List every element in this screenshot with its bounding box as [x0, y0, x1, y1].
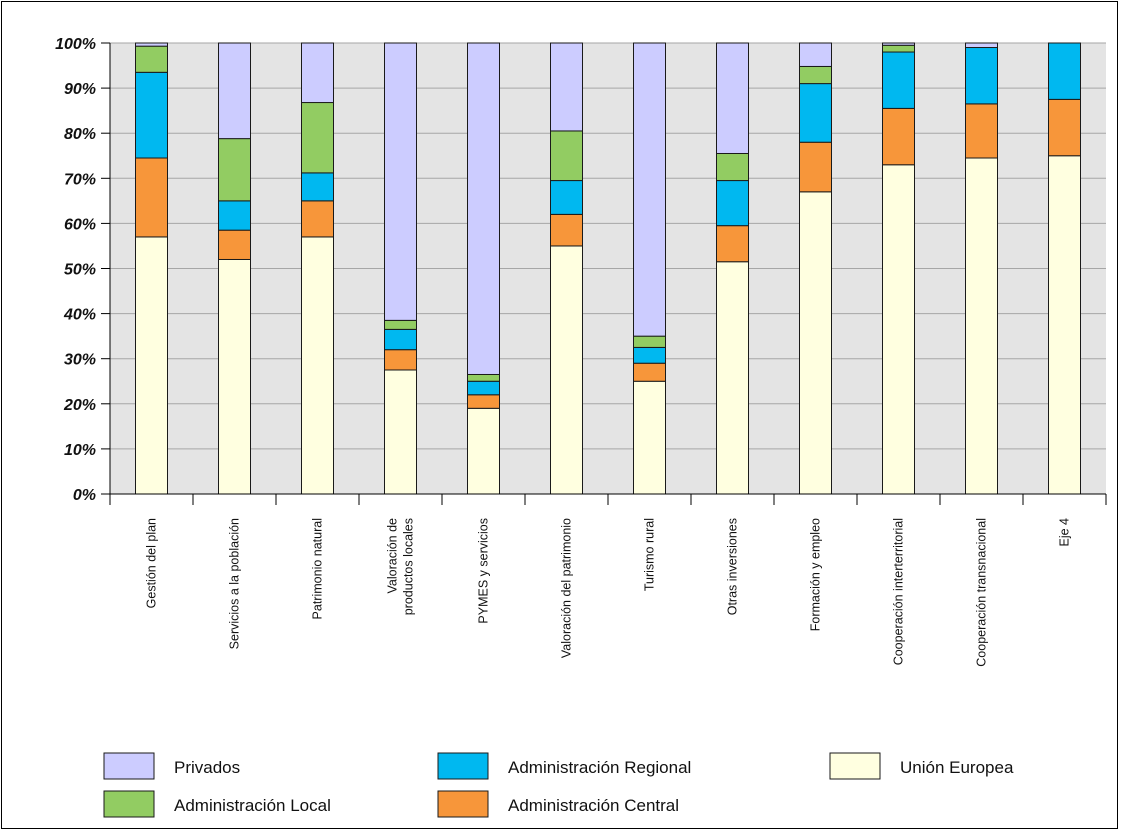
y-tick-label: 40%	[63, 307, 96, 324]
y-tick-label: 0%	[73, 487, 96, 504]
legend-label: Unión Europea	[900, 758, 1014, 777]
bar-segment	[1048, 98, 1081, 157]
bar-segment	[467, 394, 500, 409]
bar-segment	[550, 42, 583, 132]
y-tick-label: 100%	[55, 36, 96, 53]
bar-segment	[384, 369, 417, 495]
bar-segment	[633, 335, 666, 348]
bar-segment	[384, 319, 417, 330]
bar-segment	[882, 42, 915, 46]
bar-segment	[135, 157, 168, 238]
bar-segment	[218, 42, 251, 140]
bar-segment	[882, 164, 915, 495]
bar-segment	[965, 47, 998, 105]
legend-swatch	[437, 752, 489, 780]
bar-segment	[882, 44, 915, 53]
bar-segment	[218, 138, 251, 202]
legend-label: Privados	[174, 758, 240, 777]
bar-segment	[384, 328, 417, 351]
bar-segment	[550, 130, 583, 182]
x-tick-label: Cooperación interterritorial	[892, 518, 906, 665]
x-tick-label: productos locales	[402, 518, 416, 615]
bar-segment	[135, 71, 168, 159]
legend-label: Administración Local	[174, 796, 331, 815]
y-tick-label: 80%	[64, 126, 96, 143]
x-tick-label: Patrimonio natural	[311, 518, 325, 619]
bar-segment	[799, 141, 832, 193]
x-tick-label: Servicios a la población	[228, 518, 242, 649]
bar-segment	[218, 258, 251, 495]
bar-segment	[965, 103, 998, 159]
bar-segment	[301, 172, 334, 202]
legend-label: Administración Regional	[508, 758, 691, 777]
x-tick-label: PYMES y servicios	[477, 518, 491, 624]
bar-segment	[882, 107, 915, 166]
bar-segment	[633, 42, 666, 337]
bar-segment	[467, 380, 500, 396]
bar-segment	[633, 380, 666, 495]
bar-segment	[218, 200, 251, 231]
bar-segment	[799, 42, 832, 67]
x-tick-label: Gestión del plan	[145, 518, 159, 608]
bar-segment	[218, 229, 251, 260]
bar-segment	[965, 42, 998, 49]
bar-segment	[1048, 42, 1081, 100]
x-tick-label: Formación y empleo	[809, 518, 823, 631]
x-tick-label: Valoración de	[386, 518, 400, 594]
bar-segment	[301, 102, 334, 174]
legend-swatch	[829, 752, 881, 780]
y-tick-label: 60%	[64, 216, 96, 233]
y-tick-label: 50%	[64, 262, 96, 279]
bar-segment	[716, 42, 749, 154]
legend-swatch	[437, 790, 489, 818]
bar-segment	[550, 213, 583, 247]
bar-segment	[135, 45, 168, 73]
bar-segment	[633, 362, 666, 382]
y-tick-label: 10%	[64, 442, 96, 459]
legend-swatch	[103, 752, 155, 780]
bar-segment	[301, 236, 334, 495]
x-tick-label: Valoración del patrimonio	[560, 518, 574, 658]
bar-segment	[716, 261, 749, 495]
bar-segment	[633, 346, 666, 364]
y-tick-label: 70%	[64, 171, 96, 188]
x-tick-label: Cooperación transnacional	[975, 518, 989, 667]
bar-segment	[384, 42, 417, 321]
bar-segment	[467, 407, 500, 495]
y-tick-label: 20%	[63, 397, 96, 414]
bar-segment	[716, 180, 749, 227]
bar-segment	[882, 51, 915, 109]
bar-segment	[716, 225, 749, 263]
bar-segment	[135, 236, 168, 495]
bar-segment	[799, 83, 832, 143]
bar-segment	[467, 42, 500, 375]
y-tick-label: 90%	[64, 81, 96, 98]
x-tick-label: Otras inversiones	[726, 518, 740, 615]
bar-segment	[550, 180, 583, 215]
bar-segment	[716, 152, 749, 182]
y-tick-label: 30%	[64, 352, 96, 369]
bar-segment	[799, 191, 832, 495]
bar-segment	[301, 42, 334, 104]
bar-segment	[467, 373, 500, 382]
bar-segment	[965, 157, 998, 495]
bar-segment	[384, 349, 417, 371]
bar-segment	[799, 65, 832, 85]
x-tick-label: Eje 4	[1058, 518, 1072, 547]
bar-segment	[550, 245, 583, 495]
legend-label: Administración Central	[508, 796, 679, 815]
bar-segment	[301, 200, 334, 238]
bar-segment	[135, 42, 168, 47]
x-tick-label: Turismo rural	[643, 518, 657, 591]
bar-segment	[1048, 155, 1081, 495]
legend-swatch	[103, 790, 155, 818]
